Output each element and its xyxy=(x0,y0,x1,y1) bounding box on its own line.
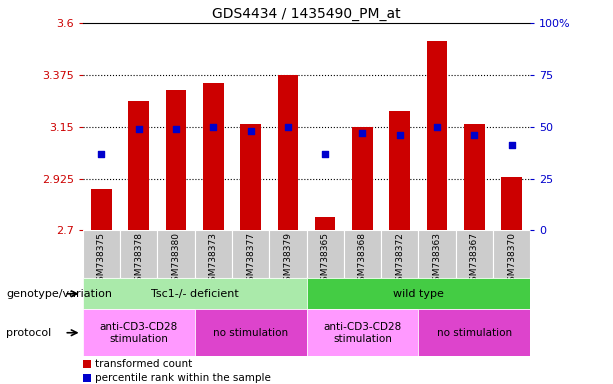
Point xyxy=(432,124,442,130)
Bar xyxy=(306,278,530,309)
Bar xyxy=(352,127,373,230)
Bar xyxy=(381,230,418,278)
Point xyxy=(507,142,517,149)
Bar xyxy=(240,124,261,230)
Point xyxy=(208,124,218,130)
Text: Tsc1-/- deficient: Tsc1-/- deficient xyxy=(151,289,238,299)
Bar xyxy=(158,230,195,278)
Text: GSM738370: GSM738370 xyxy=(507,232,516,287)
Text: GSM738363: GSM738363 xyxy=(433,232,441,287)
Point xyxy=(470,132,479,138)
Text: anti-CD3-CD28
stimulation: anti-CD3-CD28 stimulation xyxy=(99,322,178,344)
Text: GSM738379: GSM738379 xyxy=(283,232,292,287)
Text: GSM738365: GSM738365 xyxy=(321,232,330,287)
Bar xyxy=(315,217,335,230)
Bar xyxy=(166,90,186,230)
Bar xyxy=(501,177,522,230)
Bar xyxy=(83,309,195,356)
Bar xyxy=(464,124,484,230)
Bar xyxy=(203,83,224,230)
Bar xyxy=(83,278,306,309)
Bar xyxy=(427,41,447,230)
Text: GSM738372: GSM738372 xyxy=(395,232,404,287)
Text: percentile rank within the sample: percentile rank within the sample xyxy=(95,373,271,383)
Point xyxy=(171,126,181,132)
Text: GSM738373: GSM738373 xyxy=(209,232,218,287)
Bar xyxy=(418,230,455,278)
Text: GSM738380: GSM738380 xyxy=(172,232,180,287)
Bar xyxy=(129,101,149,230)
Bar xyxy=(83,230,120,278)
Title: GDS4434 / 1435490_PM_at: GDS4434 / 1435490_PM_at xyxy=(212,7,401,21)
Text: protocol: protocol xyxy=(6,328,51,338)
Bar xyxy=(120,230,158,278)
Bar xyxy=(278,75,298,230)
Point xyxy=(283,124,293,130)
Bar xyxy=(389,111,410,230)
Text: GSM738368: GSM738368 xyxy=(358,232,367,287)
Text: GSM738377: GSM738377 xyxy=(246,232,255,287)
Point xyxy=(395,132,405,138)
Bar xyxy=(269,230,306,278)
Bar xyxy=(232,230,269,278)
Text: GSM738378: GSM738378 xyxy=(134,232,143,287)
Bar xyxy=(418,309,530,356)
Bar xyxy=(195,309,306,356)
Text: GSM738375: GSM738375 xyxy=(97,232,106,287)
Text: no stimulation: no stimulation xyxy=(436,328,512,338)
Text: wild type: wild type xyxy=(393,289,444,299)
Bar xyxy=(493,230,530,278)
Bar xyxy=(306,309,418,356)
Point xyxy=(320,151,330,157)
Bar xyxy=(195,230,232,278)
Text: GSM738367: GSM738367 xyxy=(470,232,479,287)
Point xyxy=(134,126,143,132)
Bar xyxy=(344,230,381,278)
Point xyxy=(246,128,256,134)
Bar xyxy=(306,230,344,278)
Text: transformed count: transformed count xyxy=(95,359,192,369)
Point xyxy=(357,130,367,136)
Text: genotype/variation: genotype/variation xyxy=(6,289,112,299)
Bar xyxy=(83,374,91,382)
Bar xyxy=(83,360,91,368)
Text: no stimulation: no stimulation xyxy=(213,328,288,338)
Point xyxy=(96,151,106,157)
Bar xyxy=(91,189,112,230)
Bar xyxy=(455,230,493,278)
Text: anti-CD3-CD28
stimulation: anti-CD3-CD28 stimulation xyxy=(323,322,402,344)
